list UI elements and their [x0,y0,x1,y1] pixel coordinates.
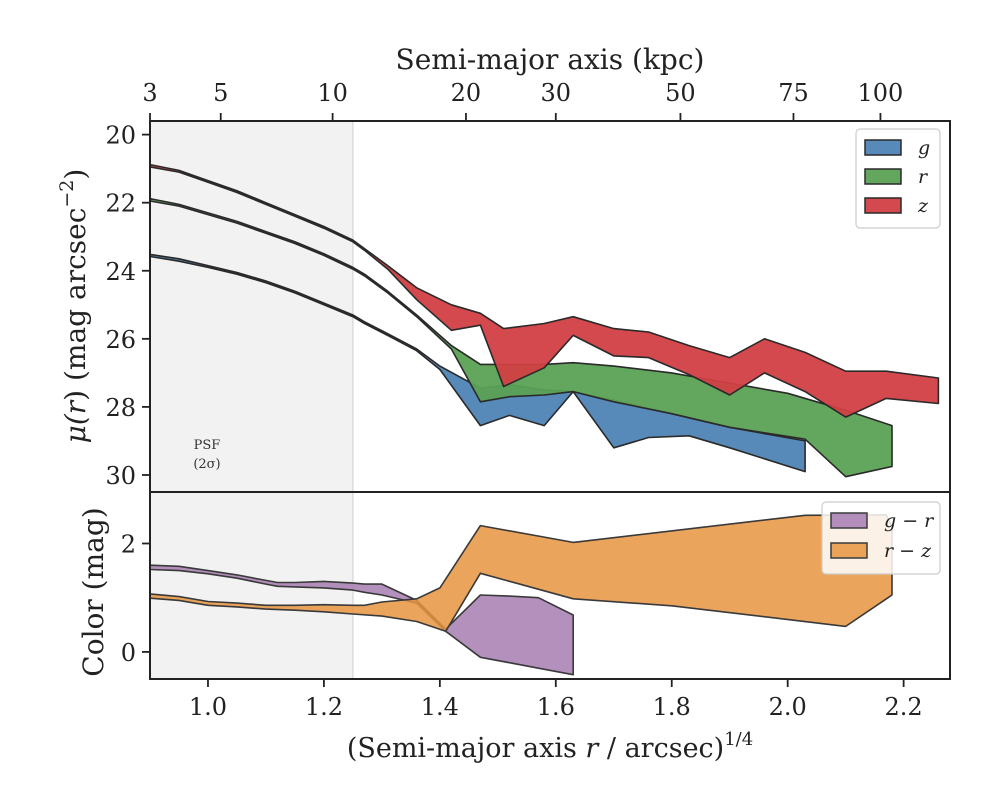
y-tick-label: 24 [105,258,136,286]
top-tick-label: 30 [541,79,572,107]
y-axis-label-color: Color (mag) [77,507,110,676]
band-gr [150,564,574,676]
y-tick-label: 22 [105,190,136,218]
band-r [150,197,893,478]
legend-swatch [864,139,902,156]
legend-color: g − r r − z [821,501,941,575]
top-tick-label: 100 [858,79,904,107]
legend-swatch [830,512,868,529]
top-axis-label: Semi-major axis (kpc) [396,43,705,76]
legend-swatch [830,542,868,559]
psf-label: PSF [194,438,221,453]
x-axis-label: (Semi-major axis r / arcsec)1/4 [347,729,753,764]
top-tick-label: 3 [142,79,157,107]
band-g [150,253,806,473]
x-tick-label: 2.0 [769,693,807,721]
psf-sublabel: (2σ) [193,457,220,472]
y-tick-label: 26 [105,326,136,354]
psf-region-top [150,121,353,492]
y-axis-label-surface-brightness: μ(r) (mag arcsec−2) [56,169,92,444]
y-tick-label: 28 [105,394,136,422]
axis-ticks: 1.0 1.2 1.4 1.6 1.8 2.0 2.23 5 10 20 30 50 75 1002022… [105,79,922,721]
y-tick-label: 30 [105,462,136,490]
x-tick-label: 1.6 [537,693,575,721]
legend-label: r [918,166,929,188]
legend-label: g [918,137,930,159]
bottom-panel-frame [149,491,951,680]
y-tick-label: 20 [105,122,136,150]
legend-label: g − r [884,510,935,532]
top-tick-label: 75 [778,79,809,107]
top-tick-label: 10 [317,79,348,107]
x-tick-label: 1.2 [305,693,343,721]
legend-label: r − z [884,540,932,562]
x-tick-label: 1.8 [653,693,691,721]
x-tick-label: 1.0 [189,693,227,721]
surface-brightness-series [150,163,940,478]
legend-surface-brightness: grz [855,128,941,229]
legend-swatch [864,168,902,185]
band-z [150,163,940,418]
legend-swatch [864,197,902,214]
top-tick-label: 50 [665,79,696,107]
legend-label: z [917,195,929,217]
x-tick-label: 2.2 [885,693,923,721]
top-tick-label: 20 [451,79,482,107]
x-tick-label: 1.4 [421,693,459,721]
y-tick-label-color: 2 [121,530,136,558]
y-tick-label-color: 0 [121,639,136,667]
top-tick-label: 5 [213,79,228,107]
